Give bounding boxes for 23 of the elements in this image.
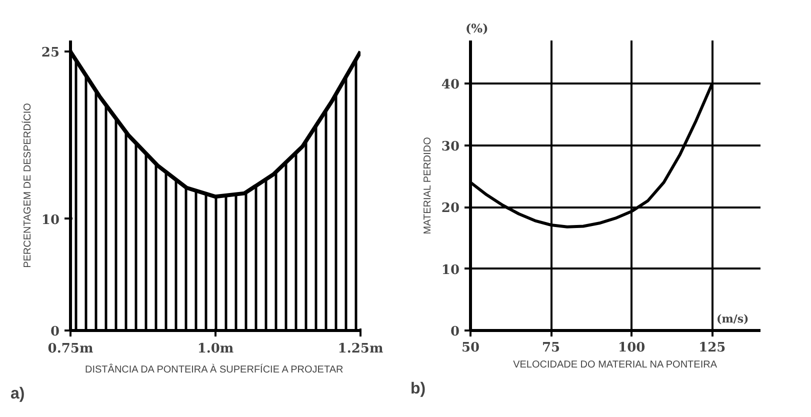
y-tick-label: 0 [450, 324, 460, 340]
text: (%) [466, 22, 488, 36]
y-tick-label: 10 [41, 212, 60, 228]
x-tick-label: 50 [461, 340, 480, 356]
y-tick-label: 30 [441, 139, 460, 154]
x-tick-label: 0.75m [48, 342, 94, 356]
y-tick-label: 25 [41, 46, 60, 61]
x-tick-label: 75 [542, 340, 560, 356]
text: b) [410, 380, 426, 398]
x-tick-label: 1.25m [338, 342, 384, 356]
x-tick-label: 100 [618, 340, 646, 356]
x-axis-title: VELOCIDADE DO MATERIAL NA PONTEIRA [513, 360, 718, 370]
y-tick-label: 20 [441, 201, 460, 216]
y-tick-label: 10 [441, 262, 460, 278]
text: a) [10, 386, 25, 402]
y-tick-label: 40 [441, 78, 460, 93]
y-axis-title: PERCENTAGEM DE DESPERDÍCIO [21, 102, 34, 268]
y-tick-label: 0 [50, 324, 60, 340]
x-axis-title: DISTÂNCIA DA PONTEIRA À SUPERFÍCIE A PROJETAR [85, 364, 344, 376]
y-axis-title: MATERIAL PERDIDO [422, 136, 434, 234]
annotation: (m/s) [716, 312, 749, 326]
x-tick-label: 125 [698, 340, 726, 356]
x-tick-label: 1.0m [197, 342, 234, 356]
